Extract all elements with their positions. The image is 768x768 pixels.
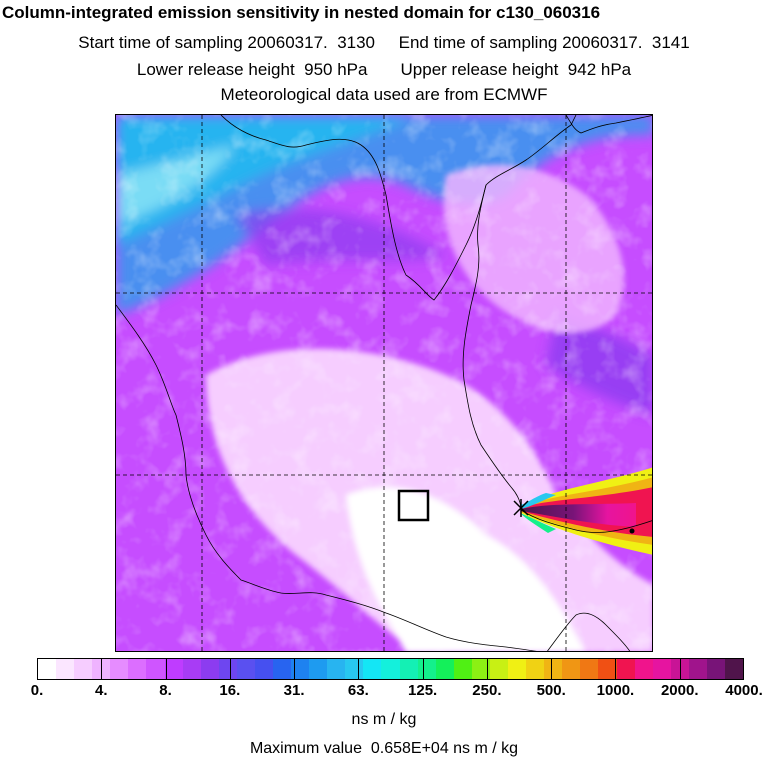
color-scale-unit: ns m / kg [351, 711, 417, 728]
color-scale-divider [165, 659, 167, 679]
color-scale-divider [422, 659, 424, 679]
color-scale-segment [417, 659, 436, 679]
color-scale-segment [435, 659, 454, 679]
color-scale-segment [128, 659, 147, 679]
color-scale-tick-label: 250. [472, 682, 502, 699]
color-scale-tick-label: 1000. [596, 682, 635, 699]
color-scale-segment [146, 659, 165, 679]
map-svg [116, 115, 652, 651]
color-scale-segment [74, 659, 93, 679]
plot-title: Column-integrated emission sensitivity i… [2, 3, 601, 22]
color-scale-segment [182, 659, 201, 679]
color-scale-divider [229, 659, 231, 679]
color-scale-tick-label: 0. [30, 682, 44, 699]
plume [520, 467, 652, 555]
color-scale-segment [489, 659, 509, 679]
color-scale-segment [164, 659, 183, 679]
color-scale-tick-label: 2000. [660, 682, 699, 699]
color-scale-segment [345, 659, 364, 679]
color-scale-divider [551, 659, 553, 679]
color-scale-segment [616, 659, 635, 679]
location-dot-icon [629, 528, 635, 534]
color-scale-divider [615, 659, 617, 679]
color-scale-segment [652, 659, 671, 679]
color-scale-segment [309, 659, 328, 679]
color-scale-segment [544, 659, 563, 679]
color-scale-tick-label: 31. [283, 682, 305, 699]
color-scale-segment [562, 659, 581, 679]
color-scale-segment [706, 659, 725, 679]
color-scale-tick-label: 63. [347, 682, 369, 699]
color-scale-bar [37, 658, 744, 680]
color-scale-segment [634, 659, 653, 679]
color-scale-segment [56, 659, 75, 679]
color-scale-segment [327, 659, 346, 679]
color-scale-divider [101, 659, 103, 679]
color-scale-segment [598, 659, 617, 679]
emission-sensitivity-map [115, 114, 653, 652]
color-scale-divider [358, 659, 360, 679]
color-scale-segment [200, 659, 219, 679]
color-scale-segment [580, 659, 599, 679]
color-scale-segment [218, 659, 237, 679]
color-scale-segment [399, 659, 418, 679]
color-scale-divider [486, 659, 488, 679]
color-scale-segment [453, 659, 472, 679]
receptor-box [397, 489, 430, 522]
color-scale-tick-label: 500. [536, 682, 566, 699]
color-scale-segment [254, 659, 274, 679]
maximum-value-text: Maximum value 0.658E+04 ns m / kg [249, 740, 519, 757]
color-scale-segment [471, 659, 490, 679]
met-data-line: Meteorological data used are from ECMWF [220, 85, 548, 104]
sampling-time-line: Start time of sampling 20060317. 3130 En… [78, 33, 690, 52]
color-scale-divider [679, 659, 681, 679]
color-scale-segment [508, 659, 527, 679]
color-scale-segment [526, 659, 545, 679]
color-scale-segment [724, 659, 744, 679]
texture [116, 115, 652, 651]
color-scale-tick-label: 4. [95, 682, 108, 699]
color-scale-segment [38, 659, 57, 679]
color-scale-segment [273, 659, 292, 679]
coastlines [116, 115, 652, 651]
color-scale-tick-label: 4000. [725, 682, 763, 699]
color-scale-segment [291, 659, 310, 679]
color-scale-segment [688, 659, 707, 679]
color-scale-segment [110, 659, 129, 679]
color-scale-tick-label: 16. [219, 682, 241, 699]
color-scale-divider [294, 659, 296, 679]
release-height-line: Lower release height 950 hPa Upper relea… [136, 60, 632, 79]
color-scale-tick-label: 125. [408, 682, 438, 699]
color-scale-tick-label: 8. [159, 682, 172, 699]
color-scale-segment [381, 659, 400, 679]
lat-lon-grid [116, 115, 652, 651]
color-scale-segment [363, 659, 382, 679]
color-scale-segment [236, 659, 255, 679]
source-star-icon [513, 499, 529, 517]
